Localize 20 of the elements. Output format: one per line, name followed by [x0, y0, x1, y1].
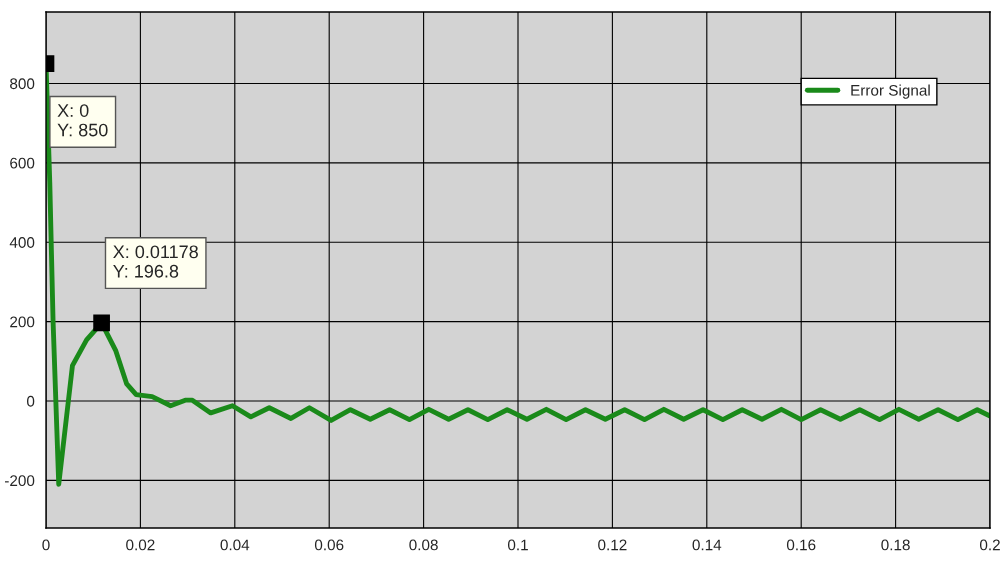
x-tick-label: 0.14: [692, 539, 722, 551]
annotation: X: 0 Y: 850: [57, 104, 108, 137]
y-tick-label: -200: [4, 475, 35, 487]
y-tick-label: 200: [10, 316, 35, 328]
x-tick-label: 0.16: [786, 539, 816, 551]
x-tick-label: 0.18: [881, 539, 910, 551]
y-tick-label: 800: [10, 78, 35, 90]
x-tick-label: 0.02: [126, 539, 155, 551]
x-tick-label: 0.12: [598, 539, 627, 551]
y-tick-label: 0: [26, 395, 35, 407]
annotation: X: 0.01178 Y: 196.8: [113, 245, 198, 278]
legend-label: Error Signal: [851, 84, 930, 99]
y-tick-label: 600: [10, 157, 35, 169]
x-tick-label: 0.2: [979, 539, 1000, 551]
x-tick-label: 0: [42, 539, 50, 551]
x-tick-label: 0.1: [507, 539, 528, 551]
y-tick-label: 400: [9, 237, 35, 248]
x-tick-label: 0.08: [409, 539, 438, 551]
x-tick-label: 0.04: [220, 539, 250, 551]
x-tick-label: 0.06: [314, 539, 344, 551]
